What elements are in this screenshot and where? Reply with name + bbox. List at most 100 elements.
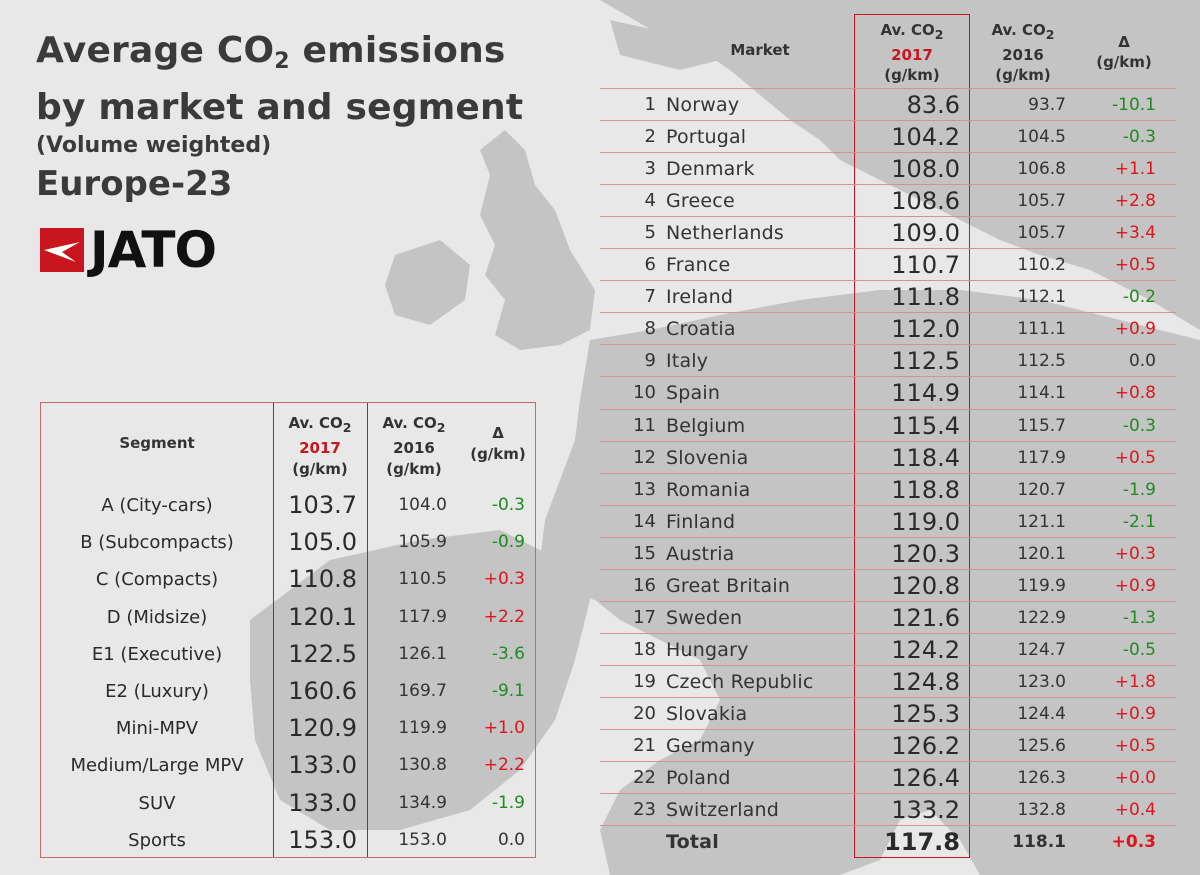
- market-row: 7 Ireland 111.8 112.1 -0.2: [600, 280, 1176, 313]
- market-header-label: Market: [730, 41, 790, 59]
- market-value-2016: 119.9: [1017, 575, 1066, 596]
- market-delta: -2.1: [1122, 511, 1156, 532]
- market-value-2016: 124.7: [1017, 639, 1066, 660]
- market-value-2016: 112.5: [1017, 351, 1066, 372]
- segment-header-2016: Av. CO2 2016 (g/km): [382, 414, 446, 478]
- market-value-2017: 125.3: [891, 699, 960, 728]
- market-rank: 10: [633, 382, 656, 404]
- market-value-2016: 124.4: [1017, 703, 1066, 724]
- market-total-2017: 117.8: [884, 828, 960, 857]
- segment-name: Sports: [128, 829, 186, 851]
- market-delta: -0.2: [1122, 287, 1156, 308]
- market-name: Finland: [666, 510, 736, 533]
- market-delta: -1.9: [1122, 479, 1156, 500]
- market-delta: -1.3: [1122, 607, 1156, 628]
- market-delta: +0.8: [1114, 383, 1156, 404]
- segment-header-2017: Av. CO2 2017 (g/km): [288, 414, 352, 478]
- segment-value-2016: 153.0: [398, 829, 447, 850]
- market-total-row: Total 117.8 118.1 +0.3: [600, 825, 1176, 858]
- market-value-2017: 114.9: [891, 379, 960, 408]
- market-name: Croatia: [666, 318, 736, 341]
- segment-value-2017: 122.5: [288, 639, 357, 668]
- market-row: 19 Czech Republic 124.8 123.0 +1.8: [600, 664, 1176, 698]
- market-name: Slovenia: [666, 446, 749, 469]
- market-name: Great Britain: [666, 574, 791, 597]
- market-row: 23 Switzerland 133.2 132.8 +0.4: [600, 793, 1176, 826]
- market-row: 4 Greece 108.6 105.7 +2.8: [600, 184, 1176, 217]
- market-rank: 8: [644, 318, 656, 340]
- market-value-2017: 126.2: [891, 732, 960, 760]
- segment-row: A (City-cars) 103.7 104.0 -0.3: [41, 487, 535, 524]
- market-delta: +1.1: [1114, 159, 1156, 180]
- market-value-2016: 106.8: [1017, 159, 1066, 180]
- market-delta: +0.9: [1114, 575, 1156, 596]
- market-value-2016: 132.8: [1017, 800, 1066, 821]
- market-value-2016: 110.2: [1017, 255, 1066, 276]
- market-name: Norway: [666, 94, 740, 116]
- market-row: 14 Finland 119.0 121.1 -2.1: [600, 504, 1176, 538]
- market-row: 21 Germany 126.2 125.6 +0.5: [600, 729, 1176, 762]
- market-rank: 11: [633, 414, 656, 436]
- market-delta: +0.9: [1114, 703, 1156, 724]
- segment-row: C (Compacts) 110.8 110.5 +0.3: [41, 561, 535, 598]
- segment-value-2017: 133.0: [288, 788, 357, 817]
- jato-logo: JATO: [40, 221, 217, 279]
- market-value-2017: 133.2: [891, 796, 960, 825]
- market-rank: 21: [633, 735, 656, 756]
- market-delta: -0.5: [1122, 639, 1156, 660]
- market-value-2017: 110.7: [891, 251, 960, 280]
- market-rank: 18: [633, 638, 656, 660]
- market-rank: 3: [644, 158, 656, 180]
- market-name: Netherlands: [666, 222, 785, 245]
- market-value-2017: 124.2: [891, 635, 960, 664]
- title-subtitle: (Volume weighted): [36, 133, 272, 158]
- market-rank: 17: [633, 606, 656, 628]
- market-value-2017: 126.4: [891, 764, 960, 793]
- market-row: 11 Belgium 115.4 115.7 -0.3: [600, 408, 1176, 442]
- market-value-2017: 120.8: [891, 571, 960, 600]
- market-row: 20 Slovakia 125.3 124.4 +0.9: [600, 696, 1176, 730]
- market-name: Switzerland: [666, 799, 780, 822]
- segment-name: B (Subcompacts): [80, 532, 234, 554]
- market-rank: 9: [644, 350, 656, 372]
- market-name: Denmark: [666, 158, 755, 181]
- market-value-2017: 108.0: [891, 155, 960, 184]
- market-rank: 6: [644, 254, 656, 276]
- market-value-2016: 111.1: [1017, 319, 1066, 340]
- segment-name: Medium/Large MPV: [70, 755, 244, 777]
- segment-delta: -9.1: [491, 681, 525, 701]
- market-value-2016: 122.9: [1017, 607, 1066, 628]
- market-rank: 16: [633, 574, 656, 596]
- market-name: Czech Republic: [666, 670, 814, 693]
- jato-logo-text: JATO: [90, 221, 217, 279]
- market-value-2017: 119.0: [891, 507, 960, 536]
- market-value-2017: 124.8: [891, 667, 960, 696]
- segment-value-2016: 110.5: [398, 569, 447, 590]
- market-name: Austria: [666, 542, 735, 565]
- market-delta: -10.1: [1112, 95, 1156, 115]
- segment-name: E1 (Executive): [91, 643, 223, 665]
- market-rank: 23: [633, 799, 656, 821]
- market-delta: +0.5: [1114, 447, 1156, 468]
- market-name: Greece: [666, 190, 735, 213]
- market-delta: 0.0: [1128, 351, 1156, 372]
- segment-delta: -3.6: [491, 643, 525, 664]
- market-rank: 15: [633, 542, 656, 564]
- market-value-2017: 118.4: [891, 443, 960, 472]
- market-value-2017: 112.5: [891, 347, 960, 376]
- market-name: Belgium: [666, 414, 746, 437]
- market-row: 15 Austria 120.3 120.1 +0.3: [600, 536, 1176, 570]
- market-value-2016: 105.7: [1017, 223, 1066, 244]
- market-header-delta: Δ (g/km): [1096, 33, 1152, 71]
- market-total-2016: 118.1: [1012, 832, 1066, 853]
- segment-delta: -1.9: [491, 792, 525, 813]
- segment-row: D (Midsize) 120.1 117.9 +2.2: [41, 599, 535, 636]
- market-row: 3 Denmark 108.0 106.8 +1.1: [600, 152, 1176, 185]
- segment-delta: +2.2: [483, 755, 525, 776]
- segment-name: C (Compacts): [95, 569, 219, 591]
- market-name: Hungary: [666, 638, 749, 661]
- segment-header-label: Segment: [119, 434, 195, 452]
- market-rank: 5: [644, 222, 656, 244]
- segment-header-delta: Δ (g/km): [470, 424, 526, 463]
